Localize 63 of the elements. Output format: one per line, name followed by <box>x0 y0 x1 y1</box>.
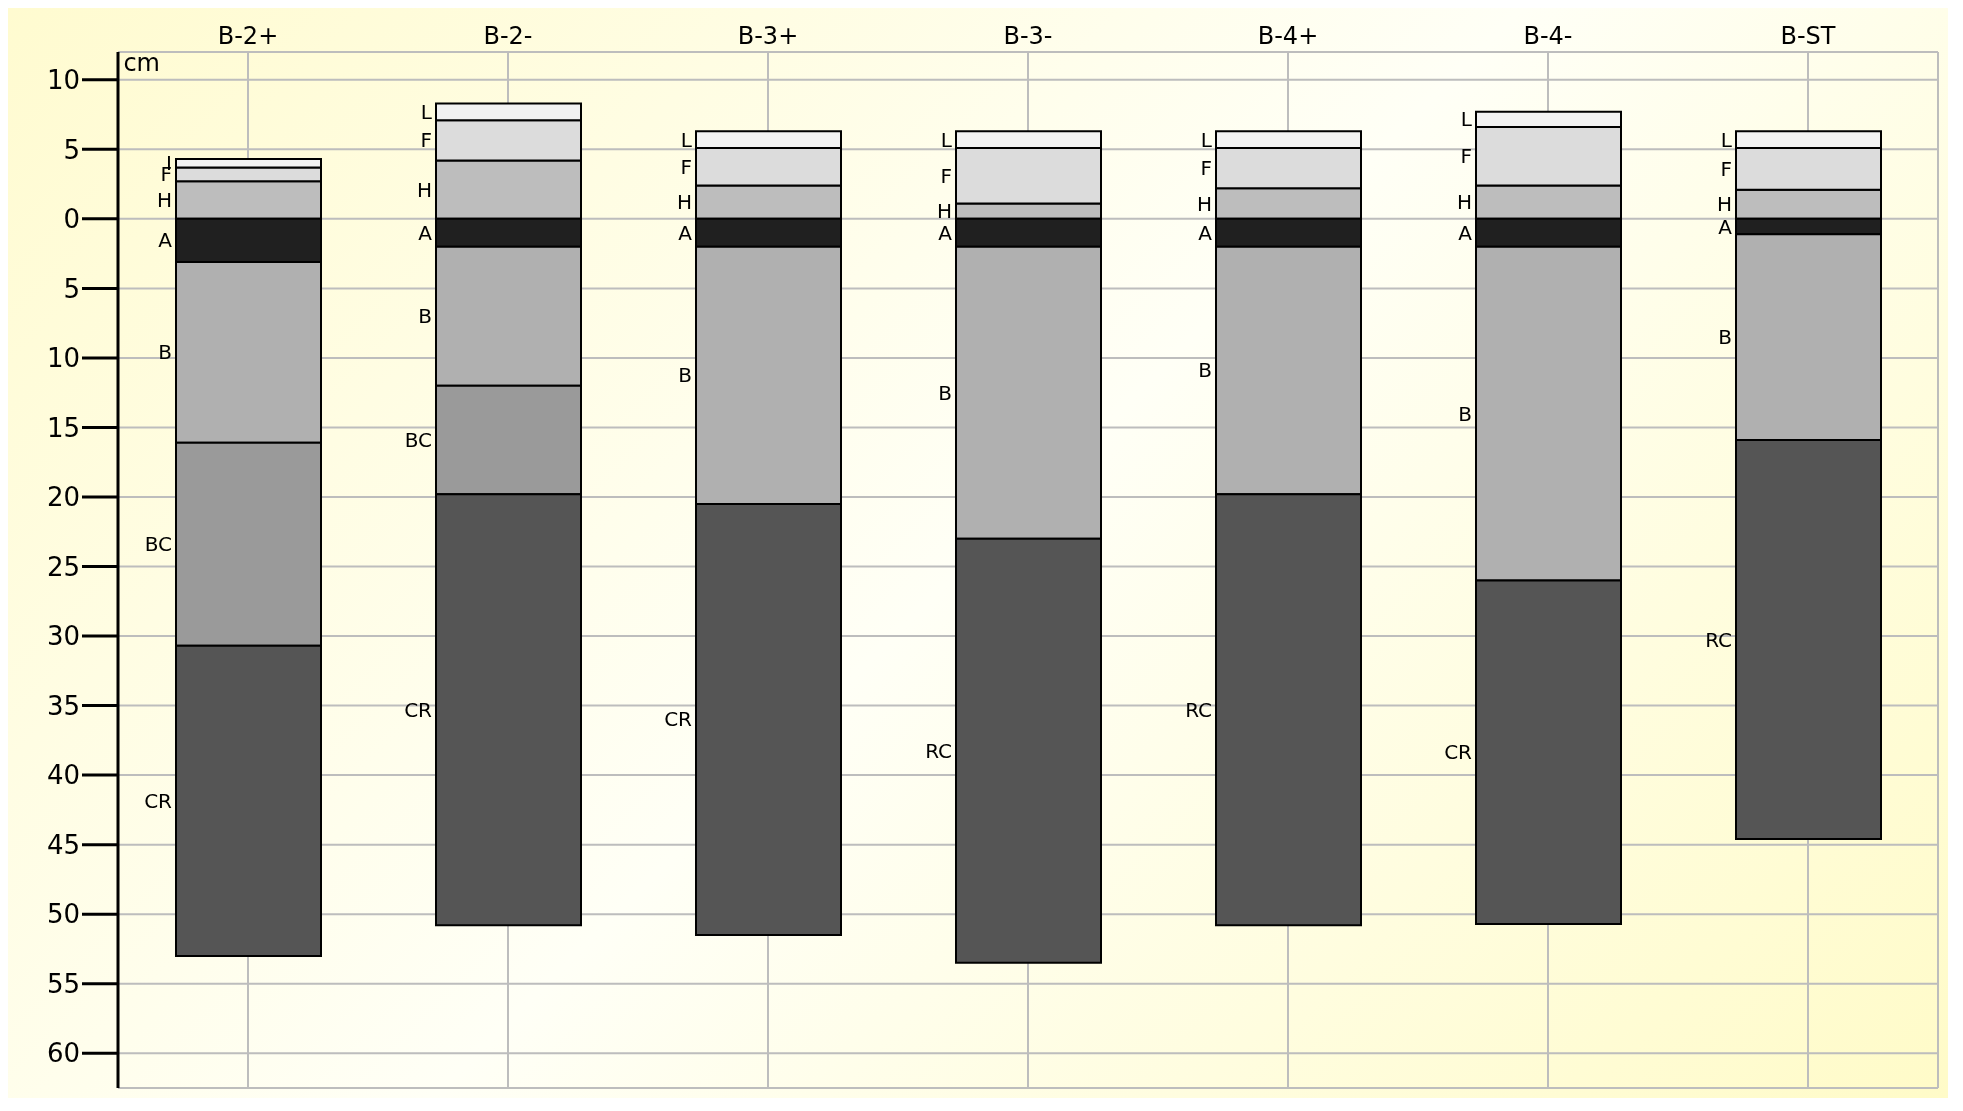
y-tick-label: 55 <box>46 968 80 999</box>
data-label: CR <box>144 788 173 813</box>
data-label: CR <box>1444 740 1473 765</box>
y-tick-label: 50 <box>46 899 80 930</box>
x-tick-label: B-3+ <box>737 22 799 50</box>
data-label: H <box>1716 192 1732 217</box>
x-tick-label: B-2- <box>483 22 533 50</box>
y-tick-label: 60 <box>46 1038 80 1069</box>
y-tick-label: 45 <box>46 829 80 860</box>
data-label: H <box>156 188 172 213</box>
data-label: B <box>1198 358 1212 383</box>
data-label: RC <box>1705 627 1732 652</box>
data-label: RC <box>1185 697 1212 722</box>
data-label: A <box>1458 220 1473 245</box>
data-label: CR <box>404 697 433 722</box>
data-label: A <box>678 220 693 245</box>
data-label: H <box>1196 191 1212 216</box>
y-tick-label: 5 <box>63 134 80 165</box>
data-label: B <box>1458 401 1472 426</box>
data-label: A <box>418 220 433 245</box>
data-label: B <box>938 380 952 405</box>
data-label: BC <box>404 427 432 452</box>
data-label: B <box>418 304 432 329</box>
data-label: H <box>676 190 692 215</box>
y-tick-label: 10 <box>46 65 80 96</box>
data-label: F <box>420 128 432 153</box>
data-label: L <box>1460 107 1473 132</box>
data-label: A <box>158 228 173 253</box>
y-tick-label: 20 <box>46 482 80 513</box>
data-label: B <box>158 340 172 365</box>
x-tick-label: B-4- <box>1523 22 1573 50</box>
y-tick-label: 0 <box>63 204 80 235</box>
data-label: F <box>940 163 952 188</box>
data-label: F <box>1460 144 1472 169</box>
data-label: A <box>1198 220 1213 245</box>
x-tick-label: B-3- <box>1003 22 1053 50</box>
y-axis-title: cm <box>123 49 160 78</box>
y-tick-label: 10 <box>46 343 80 374</box>
data-label: A <box>1718 214 1733 239</box>
data-label: F <box>1720 156 1732 181</box>
data-label: F <box>680 154 692 179</box>
data-label: H <box>1456 190 1472 215</box>
data-label: L <box>1720 127 1733 152</box>
data-label: B <box>678 363 692 388</box>
x-tick-label: B-4+ <box>1257 22 1319 50</box>
data-label: B <box>1718 325 1732 350</box>
data-label: RC <box>925 738 952 763</box>
y-tick-label: 25 <box>46 551 80 582</box>
y-tick-label: 5 <box>63 273 80 304</box>
y-tick-label: 40 <box>46 760 80 791</box>
x-tick-label: B-ST <box>1780 22 1836 50</box>
data-label: L <box>1200 127 1213 152</box>
y-tick-label: 30 <box>46 621 80 652</box>
data-label: CR <box>664 707 693 732</box>
data-label: H <box>416 177 432 202</box>
y-tick-label: 15 <box>46 412 80 443</box>
data-label: L <box>680 127 693 152</box>
y-tick-label: 35 <box>46 690 80 721</box>
data-label: BC <box>144 532 172 557</box>
data-label: L <box>940 127 953 152</box>
data-label: L <box>420 99 433 124</box>
data-label: F <box>1200 156 1212 181</box>
x-tick-label: B-2+ <box>217 22 279 50</box>
